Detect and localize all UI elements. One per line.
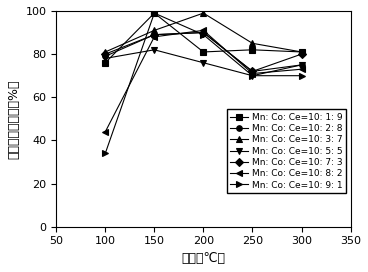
Mn: Co: Ce=10: 8: 2: (150, 88): Co: Ce=10: 8: 2: (150, 88) <box>152 35 156 38</box>
Line: Mn: Co: Ce=10: 8: 2: Mn: Co: Ce=10: 8: 2 <box>103 27 304 135</box>
Mn: Co: Ce=10: 1: 9: (200, 81): Co: Ce=10: 1: 9: (200, 81) <box>201 50 206 54</box>
Mn: Co: Ce=10: 9: 1: (150, 99): Co: Ce=10: 9: 1: (150, 99) <box>152 11 156 15</box>
Mn: Co: Ce=10: 5: 5: (150, 82): Co: Ce=10: 5: 5: (150, 82) <box>152 48 156 51</box>
Mn: Co: Ce=10: 7: 3: (100, 80): Co: Ce=10: 7: 3: (100, 80) <box>103 52 107 56</box>
Mn: Co: Ce=10: 3: 7: (150, 91): Co: Ce=10: 3: 7: (150, 91) <box>152 29 156 32</box>
Mn: Co: Ce=10: 7: 3: (300, 80): Co: Ce=10: 7: 3: (300, 80) <box>299 52 304 56</box>
Line: Mn: Co: Ce=10: 3: 7: Mn: Co: Ce=10: 3: 7 <box>103 10 304 55</box>
Line: Mn: Co: Ce=10: 1: 9: Mn: Co: Ce=10: 1: 9 <box>103 10 304 66</box>
Mn: Co: Ce=10: 8: 2: (300, 73): Co: Ce=10: 8: 2: (300, 73) <box>299 67 304 71</box>
Mn: Co: Ce=10: 8: 2: (200, 91): Co: Ce=10: 8: 2: (200, 91) <box>201 29 206 32</box>
Mn: Co: Ce=10: 3: 7: (200, 99): Co: Ce=10: 3: 7: (200, 99) <box>201 11 206 15</box>
Mn: Co: Ce=10: 9: 1: (200, 89): Co: Ce=10: 9: 1: (200, 89) <box>201 33 206 36</box>
Mn: Co: Ce=10: 2: 8: (200, 90): Co: Ce=10: 2: 8: (200, 90) <box>201 31 206 34</box>
Mn: Co: Ce=10: 2: 8: (300, 75): Co: Ce=10: 2: 8: (300, 75) <box>299 63 304 67</box>
Line: Mn: Co: Ce=10: 7: 3: Mn: Co: Ce=10: 7: 3 <box>103 30 304 74</box>
Mn: Co: Ce=10: 9: 1: (100, 34): Co: Ce=10: 9: 1: (100, 34) <box>103 152 107 155</box>
Mn: Co: Ce=10: 5: 5: (200, 76): Co: Ce=10: 5: 5: (200, 76) <box>201 61 206 64</box>
Line: Mn: Co: Ce=10: 5: 5: Mn: Co: Ce=10: 5: 5 <box>103 47 304 79</box>
Mn: Co: Ce=10: 9: 1: (300, 70): Co: Ce=10: 9: 1: (300, 70) <box>299 74 304 77</box>
Mn: Co: Ce=10: 7: 3: (200, 90): Co: Ce=10: 7: 3: (200, 90) <box>201 31 206 34</box>
Mn: Co: Ce=10: 2: 8: (150, 89): Co: Ce=10: 2: 8: (150, 89) <box>152 33 156 36</box>
Mn: Co: Ce=10: 5: 5: (100, 78): Co: Ce=10: 5: 5: (100, 78) <box>103 57 107 60</box>
Mn: Co: Ce=10: 3: 7: (300, 81): Co: Ce=10: 3: 7: (300, 81) <box>299 50 304 54</box>
Mn: Co: Ce=10: 3: 7: (100, 81): Co: Ce=10: 3: 7: (100, 81) <box>103 50 107 54</box>
Mn: Co: Ce=10: 1: 9: (300, 81): Co: Ce=10: 1: 9: (300, 81) <box>299 50 304 54</box>
Mn: Co: Ce=10: 1: 9: (150, 99): Co: Ce=10: 1: 9: (150, 99) <box>152 11 156 15</box>
Mn: Co: Ce=10: 3: 7: (250, 85): Co: Ce=10: 3: 7: (250, 85) <box>250 42 255 45</box>
Legend: Mn: Co: Ce=10: 1: 9, Mn: Co: Ce=10: 2: 8, Mn: Co: Ce=10: 3: 7, Mn: Co: Ce=10: 5:: Mn: Co: Ce=10: 1: 9, Mn: Co: Ce=10: 2: 8… <box>227 109 346 193</box>
X-axis label: 温度（℃）: 温度（℃） <box>181 252 225 265</box>
Mn: Co: Ce=10: 1: 9: (100, 76): Co: Ce=10: 1: 9: (100, 76) <box>103 61 107 64</box>
Mn: Co: Ce=10: 7: 3: (150, 89): Co: Ce=10: 7: 3: (150, 89) <box>152 33 156 36</box>
Mn: Co: Ce=10: 8: 2: (100, 44): Co: Ce=10: 8: 2: (100, 44) <box>103 130 107 134</box>
Mn: Co: Ce=10: 2: 8: (250, 72): Co: Ce=10: 2: 8: (250, 72) <box>250 70 255 73</box>
Mn: Co: Ce=10: 1: 9: (250, 82): Co: Ce=10: 1: 9: (250, 82) <box>250 48 255 51</box>
Line: Mn: Co: Ce=10: 9: 1: Mn: Co: Ce=10: 9: 1 <box>103 10 304 156</box>
Mn: Co: Ce=10: 7: 3: (250, 72): Co: Ce=10: 7: 3: (250, 72) <box>250 70 255 73</box>
Mn: Co: Ce=10: 5: 5: (250, 70): Co: Ce=10: 5: 5: (250, 70) <box>250 74 255 77</box>
Mn: Co: Ce=10: 8: 2: (250, 71): Co: Ce=10: 8: 2: (250, 71) <box>250 72 255 75</box>
Mn: Co: Ce=10: 5: 5: (300, 75): Co: Ce=10: 5: 5: (300, 75) <box>299 63 304 67</box>
Mn: Co: Ce=10: 9: 1: (250, 70): Co: Ce=10: 9: 1: (250, 70) <box>250 74 255 77</box>
Mn: Co: Ce=10: 2: 8: (100, 79): Co: Ce=10: 2: 8: (100, 79) <box>103 55 107 58</box>
Y-axis label: 氨氧化物还原率（%）: 氨氧化物还原率（%） <box>7 79 20 159</box>
Line: Mn: Co: Ce=10: 2: 8: Mn: Co: Ce=10: 2: 8 <box>103 30 304 74</box>
